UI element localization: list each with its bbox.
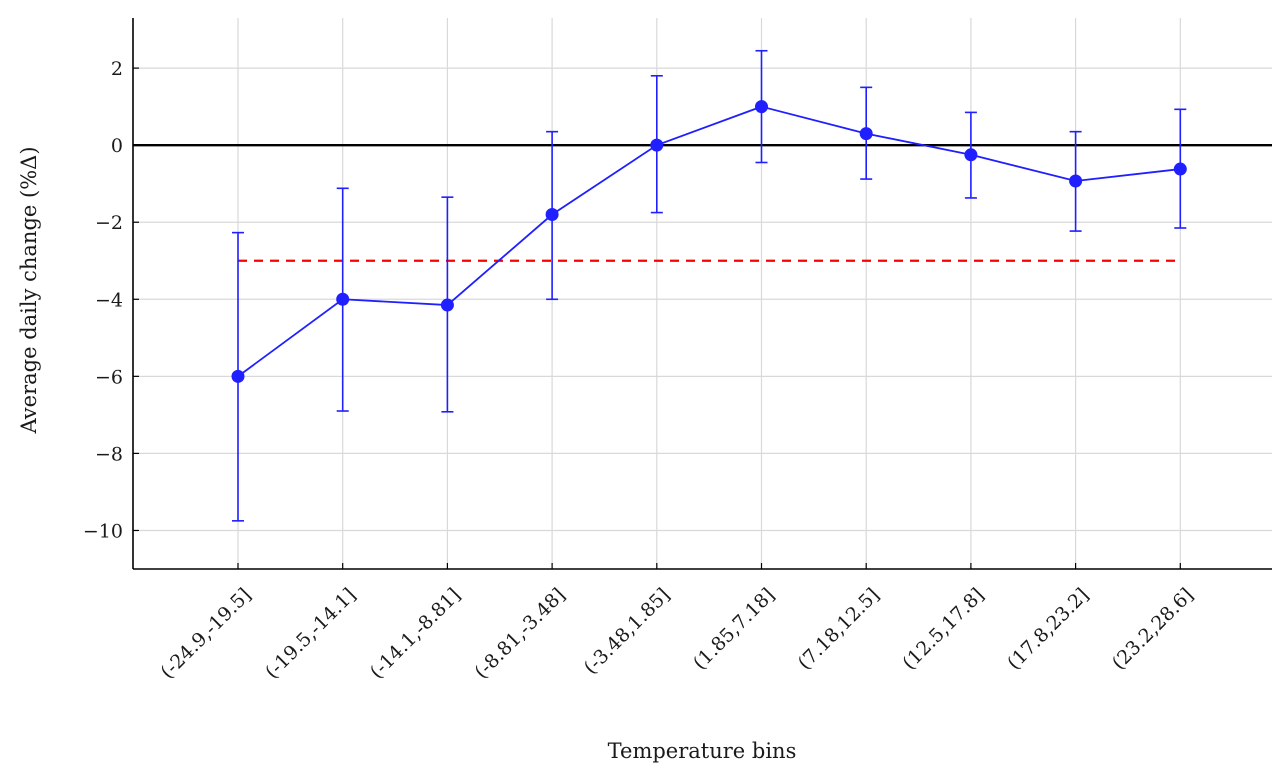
data-point: [964, 148, 978, 162]
x-tick-label: (-19.5,-14.1]: [261, 584, 360, 683]
y-tick-label: −10: [83, 520, 123, 542]
axes: [132, 18, 1272, 570]
x-tick-label: (-24.9,-19.5]: [156, 584, 255, 683]
y-tick-labels: −10 −8 −6 −4 −2 0 2: [83, 58, 139, 542]
x-tick-label: (1.85,7.18]: [689, 584, 779, 674]
y-tick-label: 0: [111, 135, 123, 157]
x-tick-label: (17.8,23.2]: [1003, 584, 1093, 674]
data-point: [545, 208, 559, 222]
y-tick-label: −6: [95, 366, 123, 388]
y-tick-label: −4: [95, 289, 123, 311]
y-tick-label: −8: [95, 443, 123, 465]
series: [231, 49, 1187, 522]
y-axis-title: Average daily change (%Δ): [17, 146, 41, 434]
data-point: [1173, 162, 1187, 176]
data-point: [859, 127, 873, 141]
x-tick-label: (12.5,17.8]: [898, 584, 988, 674]
x-tick-labels: (-24.9,-19.5] (-19.5,-14.1] (-14.1,-8.81](…: [156, 563, 1198, 683]
x-tick-label: (7.18,12.5]: [794, 584, 884, 674]
reference-lines: [133, 143, 1272, 262]
x-tick-label: (-3.48,1.85]: [580, 584, 675, 679]
data-point: [440, 298, 454, 312]
series-line: [237, 105, 1181, 378]
data-point: [1069, 174, 1083, 188]
data-point: [650, 138, 664, 152]
x-tick-label: (-14.1,-8.81]: [366, 584, 465, 683]
y-tick-label: 2: [111, 58, 123, 80]
x-axis-title: Temperature bins: [608, 739, 797, 763]
x-tick-label: (23.2,28.6]: [1108, 584, 1198, 674]
y-tick-label: −2: [95, 212, 123, 234]
data-point: [231, 369, 245, 383]
grid: [133, 18, 1272, 569]
x-tick-label: (-8.81,-3.48]: [470, 584, 569, 683]
data-point: [755, 100, 768, 114]
data-point: [336, 292, 350, 306]
